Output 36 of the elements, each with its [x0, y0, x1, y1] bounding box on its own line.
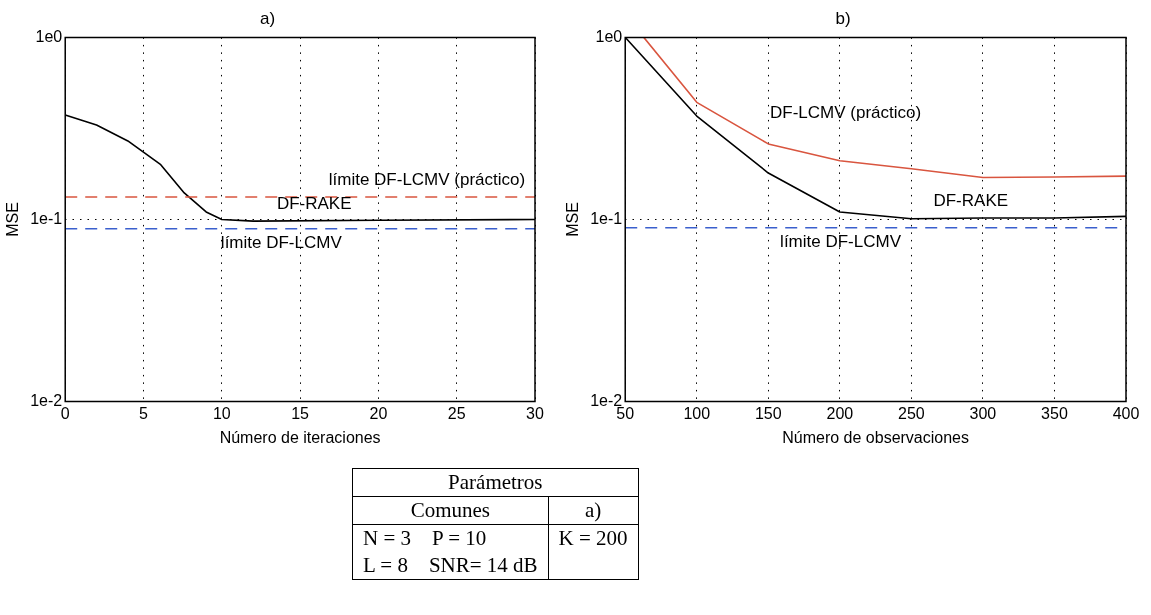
text: Parámetros [352, 468, 639, 497]
y-tick-label: 1e-2 [30, 392, 63, 410]
text: L = 8 SNR= 14 dB [352, 552, 549, 580]
x-tick-label: 150 [754, 404, 782, 422]
series-label: DF-RAKE [276, 193, 352, 213]
y-axis-title: MSE [564, 202, 582, 237]
x-axis-title: Número de observaciones [782, 428, 969, 446]
y-tick-label: 1e0 [35, 27, 63, 45]
text: N = 3 P = 10 [352, 524, 549, 552]
x-tick-label: 100 [683, 404, 711, 422]
text: a) [548, 496, 639, 525]
y-tick-label: 1e-1 [590, 209, 623, 227]
y-axis-title: MSE [4, 202, 22, 237]
text: K = 200 [548, 524, 639, 552]
text: Comunes [352, 496, 549, 525]
y-tick-label: 1e0 [595, 27, 623, 45]
x-tick-label: 10 [212, 404, 231, 422]
ref-line-label: límite DF-LCMV [220, 232, 343, 252]
x-tick-label: 30 [526, 404, 544, 422]
y-tick-label: 1e-1 [30, 209, 63, 227]
x-tick-label: 5 [139, 404, 149, 422]
series-label: DF-RAKE [933, 191, 1009, 211]
x-tick-label: 400 [1112, 404, 1140, 422]
x-tick-label: 15 [291, 404, 310, 422]
x-tick-label: 200 [826, 404, 854, 422]
ref-line-label: límite DF-LCMV (práctico) [328, 170, 526, 190]
x-tick-label: 25 [447, 404, 466, 422]
ref-line-label: límite DF-LCMV [780, 232, 902, 252]
x-tick-label: 20 [369, 404, 388, 422]
x-tick-label: 350 [1041, 404, 1068, 422]
x-axis-title: Número de iteraciones [219, 428, 381, 446]
x-tick-label: 300 [969, 404, 997, 422]
chart-title: b) [835, 8, 851, 28]
x-tick-label: 250 [898, 404, 925, 422]
series-label: DF-LCMV (práctico) [770, 102, 922, 122]
chart-title: a) [259, 8, 276, 28]
